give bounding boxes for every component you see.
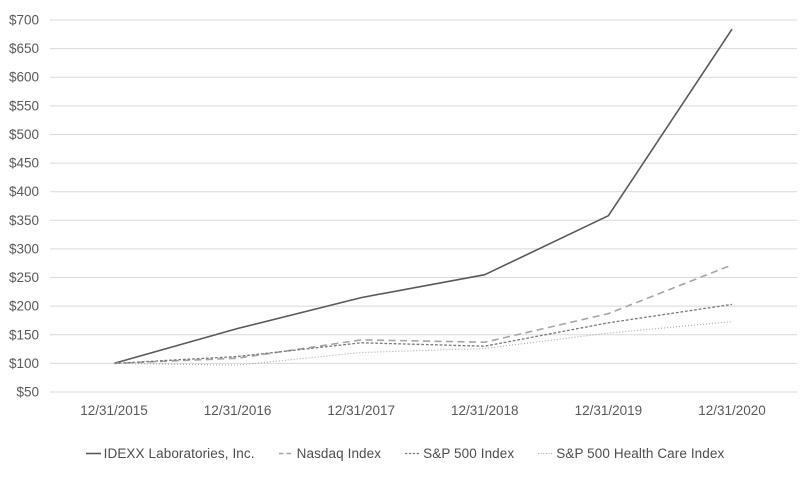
series-line-s-p-500-health-care-index (113, 321, 733, 366)
legend-line-sample-icon (85, 452, 101, 455)
x-axis-tick-label: 12/31/2020 (698, 403, 766, 418)
legend-item: Nasdaq Index (278, 446, 382, 461)
legend-line-sample-icon (278, 452, 294, 455)
y-axis-tick-label: $250 (9, 270, 39, 285)
y-axis-tick-label: $450 (9, 156, 39, 171)
chart-legend: IDEXX Laboratories, Inc. Nasdaq Index S&P … (0, 446, 810, 461)
y-axis-tick-label: $50 (16, 385, 39, 400)
y-axis-tick-label: $400 (9, 184, 39, 199)
y-axis-tick-label: $650 (9, 41, 39, 56)
x-axis-tick-label: 12/31/2018 (451, 403, 519, 418)
y-axis-tick-label: $550 (9, 98, 39, 113)
legend-label: IDEXX Laboratories, Inc. (103, 446, 255, 461)
y-axis-tick-label: $700 (9, 13, 39, 28)
x-axis-tick-label: 12/31/2017 (327, 403, 395, 418)
y-axis-tick-label: $300 (9, 241, 39, 256)
y-axis-tick-label: $150 (9, 327, 39, 342)
legend-item: S&P 500 Health Care Index (538, 446, 724, 461)
series-line-s-p-500-index (113, 303, 733, 365)
x-axis-tick-label: 12/31/2015 (80, 403, 148, 418)
series-line-nasdaq-index (113, 264, 733, 365)
legend-line-sample-icon (405, 452, 421, 455)
legend-item: IDEXX Laboratories, Inc. (85, 446, 255, 461)
y-axis-tick-label: $100 (9, 356, 39, 371)
x-axis-tick-label: 12/31/2019 (575, 403, 643, 418)
legend-item: S&P 500 Index (405, 446, 514, 461)
legend-label: Nasdaq Index (296, 446, 382, 461)
y-axis-tick-label: $600 (9, 70, 39, 85)
legend-label: S&P 500 Index (423, 446, 515, 461)
chart-canvas: $700 $650 $600 $550 $500 $450 $400 $350 $300 $250… (9, 13, 797, 418)
y-axis-tick-label: $200 (9, 299, 39, 314)
series-line-idexx-laboratories-inc (113, 28, 733, 365)
legend-line-sample-icon (538, 452, 554, 455)
x-axis-tick-label: 12/31/2016 (204, 403, 272, 418)
y-axis-tick-label: $500 (9, 127, 39, 142)
y-axis-tick-label: $350 (9, 213, 39, 228)
legend-label: S&P 500 Health Care Index (556, 446, 725, 461)
